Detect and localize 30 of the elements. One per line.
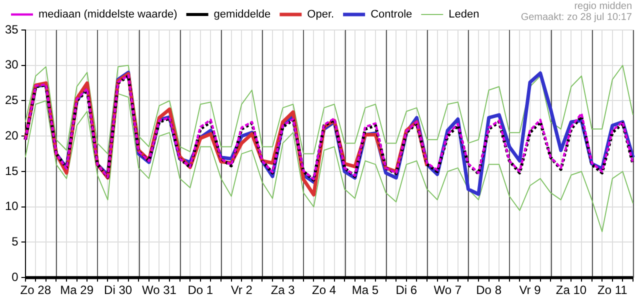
legend-label: Oper. bbox=[307, 8, 334, 21]
x-tick-label: Ma 29 bbox=[60, 283, 94, 298]
x-tick-label: Za 10 bbox=[556, 283, 587, 298]
y-tick-label: 30 bbox=[4, 58, 19, 72]
x-tick-label: Wo 31 bbox=[142, 283, 177, 298]
x-tick-label: Wo 7 bbox=[434, 283, 462, 298]
x-tick-label: Zo 11 bbox=[598, 283, 628, 298]
x-tick-label: Vr 9 bbox=[519, 283, 542, 298]
legend-label: gemiddelde bbox=[214, 8, 271, 21]
text: Gemaakt: zo 28 jul 10:17 bbox=[520, 12, 632, 23]
x-tick-label: Vr 2 bbox=[230, 283, 253, 298]
text: regio midden bbox=[574, 0, 632, 12]
legend-label: mediaan (middelste waarde) bbox=[38, 8, 178, 21]
y-tick-label: 0 bbox=[12, 270, 19, 284]
x-tick-label: Di 30 bbox=[104, 283, 132, 298]
legend-label: Controle bbox=[370, 8, 412, 21]
x-tick-label: Za 3 bbox=[270, 283, 296, 298]
y-tick-label: 35 bbox=[4, 22, 19, 36]
x-tick-label: Zo 4 bbox=[312, 283, 336, 298]
y-tick-label: 20 bbox=[4, 128, 19, 142]
y-tick-label: 10 bbox=[4, 199, 19, 214]
y-tick-label: 15 bbox=[4, 164, 19, 178]
x-tick-label: Do 1 bbox=[188, 283, 214, 298]
x-tick-label: Di 6 bbox=[396, 283, 418, 298]
y-tick-label: 5 bbox=[12, 234, 19, 249]
legend-label: Leden bbox=[448, 8, 480, 21]
x-tick-label: Ma 5 bbox=[352, 283, 379, 298]
x-tick-label: Zo 28 bbox=[20, 283, 52, 298]
y-tick-label: 25 bbox=[4, 93, 19, 108]
x-tick-label: Do 8 bbox=[476, 283, 502, 298]
